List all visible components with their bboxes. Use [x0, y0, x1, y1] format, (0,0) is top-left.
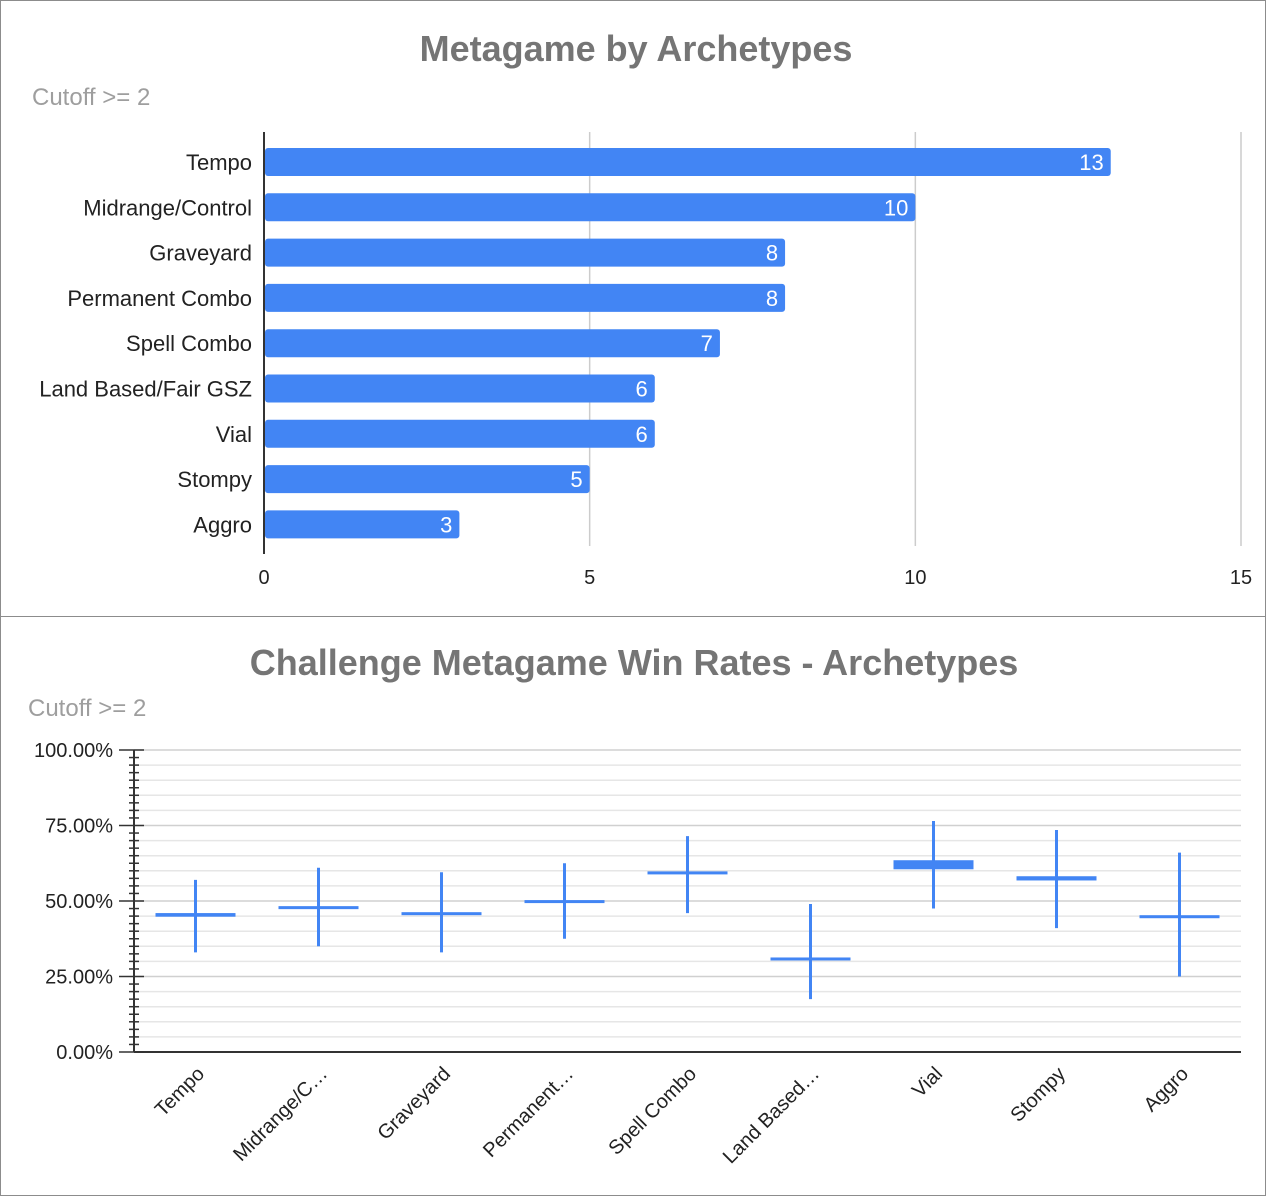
bar — [265, 148, 1111, 176]
category-label: Spell Combo — [126, 331, 252, 356]
chart-title: Challenge Metagame Win Rates - Archetype… — [250, 642, 1019, 683]
candle-body — [770, 957, 851, 961]
bar-value-label: 10 — [884, 195, 908, 220]
x-category-label: Stompy — [1007, 1063, 1071, 1127]
candle-body — [401, 912, 482, 916]
candle-body — [1016, 876, 1097, 881]
category-label: Tempo — [186, 150, 252, 175]
bar-value-label: 6 — [636, 422, 648, 447]
x-tick-label: 0 — [258, 567, 269, 589]
x-category-label: Vial — [908, 1063, 947, 1102]
candle-body — [278, 906, 359, 910]
candle-body — [893, 860, 974, 870]
x-tick-label: 5 — [584, 567, 595, 589]
y-tick-label: 25.00% — [45, 967, 113, 989]
bar-value-label: 6 — [636, 377, 648, 402]
win-rate-chart: Challenge Metagame Win Rates - Archetype… — [28, 642, 1241, 1168]
archetype-count-chart: Metagame by Archetypes Cutoff >= 2 13 10 8… — [32, 28, 1252, 589]
win-rate-chart-panel: Challenge Metagame Win Rates - Archetype… — [0, 616, 1266, 1196]
candle-body — [524, 900, 605, 904]
category-label: Midrange/Control — [83, 195, 252, 220]
y-tick-label: 50.00% — [45, 891, 113, 913]
category-label: Permanent Combo — [67, 286, 252, 311]
bar-value-label: 7 — [701, 331, 713, 356]
category-label: Aggro — [193, 512, 252, 537]
x-category-label: Land Based… — [719, 1063, 824, 1168]
category-label: Vial — [216, 422, 252, 447]
bar-value-label: 13 — [1079, 150, 1103, 175]
chart-subtitle: Cutoff >= 2 — [28, 695, 146, 722]
bar — [265, 238, 786, 267]
candle-body — [155, 913, 236, 917]
bar — [265, 374, 655, 403]
bar — [265, 510, 460, 539]
bar-value-label: 8 — [766, 241, 778, 266]
x-tick-label: 10 — [904, 567, 926, 589]
x-category-label: Aggro — [1140, 1063, 1193, 1116]
candle-body — [647, 871, 728, 875]
category-label: Graveyard — [149, 241, 252, 266]
y-tick-label: 0.00% — [56, 1042, 113, 1064]
bar — [265, 283, 786, 312]
bar-value-label: 3 — [440, 512, 452, 537]
chart-subtitle: Cutoff >= 2 — [32, 84, 150, 111]
candle-body — [1139, 915, 1220, 919]
x-category-label: Permanent… — [479, 1063, 578, 1162]
x-category-label: Tempo — [151, 1063, 209, 1121]
archetype-count-chart-panel: Metagame by Archetypes Cutoff >= 2 13 10 8… — [0, 0, 1266, 618]
bar-value-label: 5 — [570, 467, 582, 492]
x-category-label: Graveyard — [373, 1063, 455, 1145]
x-tick-label: 15 — [1230, 567, 1252, 589]
category-label: Land Based/Fair GSZ — [39, 377, 252, 402]
bar-value-label: 8 — [766, 286, 778, 311]
y-tick-label: 75.00% — [45, 816, 113, 838]
bar — [265, 465, 590, 494]
x-category-label: Spell Combo — [605, 1063, 702, 1160]
chart-title: Metagame by Archetypes — [420, 28, 853, 69]
category-label: Stompy — [177, 467, 252, 492]
bar — [265, 419, 655, 448]
bar — [265, 193, 916, 222]
x-category-label: Midrange/C… — [229, 1063, 332, 1166]
bar — [265, 329, 720, 358]
y-tick-label: 100.00% — [34, 740, 113, 762]
